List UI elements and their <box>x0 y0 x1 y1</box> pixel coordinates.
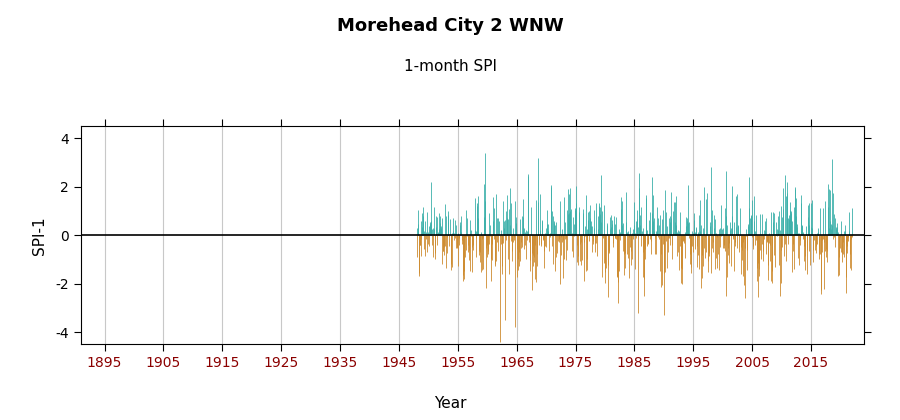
Y-axis label: SPI-1: SPI-1 <box>32 216 47 255</box>
Text: Year: Year <box>434 396 466 411</box>
Text: 1-month SPI: 1-month SPI <box>403 59 497 74</box>
Text: Morehead City 2 WNW: Morehead City 2 WNW <box>337 17 563 35</box>
